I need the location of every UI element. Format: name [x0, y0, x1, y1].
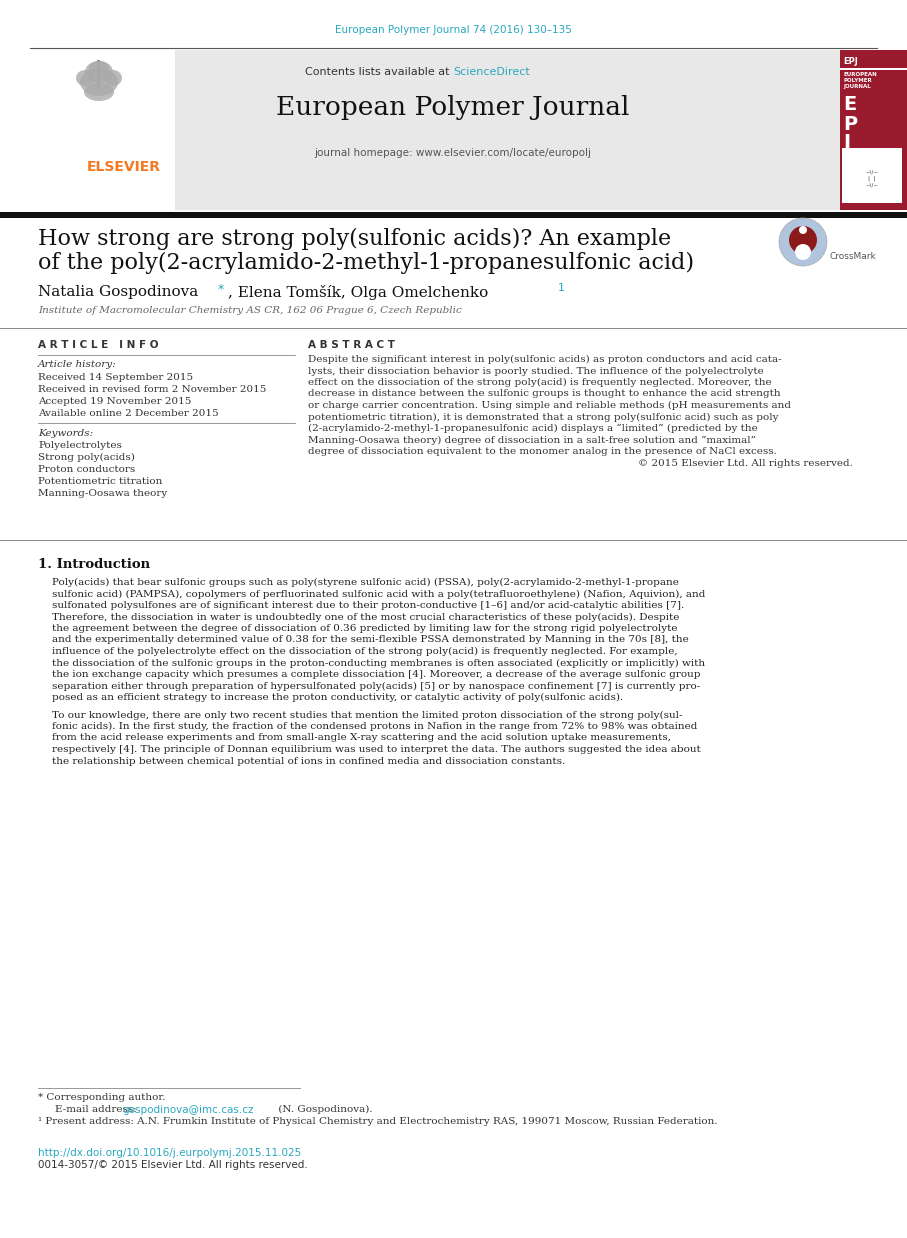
Bar: [842, 149, 902, 203]
Text: How strong are strong poly(sulfonic acids)? An example: How strong are strong poly(sulfonic acid…: [38, 228, 671, 250]
Text: Institute of Macromolecular Chemistry AS CR, 162 06 Prague 6, Czech Republic: Institute of Macromolecular Chemistry AS…: [38, 306, 462, 314]
Circle shape: [789, 227, 817, 254]
Text: Available online 2 December 2015: Available online 2 December 2015: [38, 409, 219, 418]
Text: effect on the dissociation of the strong poly(acid) is frequently neglected. Mor: effect on the dissociation of the strong…: [308, 378, 772, 387]
Text: *: *: [218, 284, 224, 296]
Bar: [840, 68, 907, 69]
Text: gospodinova@imc.cas.cz: gospodinova@imc.cas.cz: [122, 1106, 253, 1115]
Text: To our knowledge, there are only two recent studies that mention the limited pro: To our knowledge, there are only two rec…: [52, 711, 682, 719]
Bar: [0, 50, 175, 210]
Text: , Elena Tomšík, Olga Omelchenko: , Elena Tomšík, Olga Omelchenko: [228, 285, 488, 300]
Ellipse shape: [104, 71, 122, 85]
Ellipse shape: [76, 71, 94, 85]
Ellipse shape: [80, 68, 118, 97]
Text: ~\/~
|  |
~\/~: ~\/~ | | ~\/~: [865, 170, 879, 187]
Ellipse shape: [89, 61, 109, 76]
Text: Article history:: Article history:: [38, 360, 117, 369]
Ellipse shape: [85, 61, 113, 83]
Text: Proton conductors: Proton conductors: [38, 465, 135, 474]
Bar: [840, 50, 907, 210]
Text: (2-acrylamido-2-methyl-1-propanesulfonic acid) displays a “limited” (predicted b: (2-acrylamido-2-methyl-1-propanesulfonic…: [308, 423, 757, 433]
Text: Manning-Oosawa theory) degree of dissociation in a salt-free solution and “maxim: Manning-Oosawa theory) degree of dissoci…: [308, 436, 756, 444]
Text: ELSEVIER: ELSEVIER: [87, 160, 161, 175]
Text: A B S T R A C T: A B S T R A C T: [308, 340, 395, 350]
Text: European Polymer Journal 74 (2016) 130–135: European Polymer Journal 74 (2016) 130–1…: [335, 25, 571, 35]
Text: the ion exchange capacity which presumes a complete dissociation [4]. Moreover, : the ion exchange capacity which presumes…: [52, 670, 700, 678]
Text: P: P: [843, 115, 857, 134]
Text: E-mail address:: E-mail address:: [55, 1106, 137, 1114]
Text: Received 14 September 2015: Received 14 September 2015: [38, 373, 193, 383]
Text: the dissociation of the sulfonic groups in the proton-conducting membranes is of: the dissociation of the sulfonic groups …: [52, 659, 705, 667]
Text: decrease in distance between the sulfonic groups is thought to enhance the acid : decrease in distance between the sulfoni…: [308, 390, 781, 399]
Text: posed as an efficient strategy to increase the proton conductivity, or catalytic: posed as an efficient strategy to increa…: [52, 693, 623, 702]
Text: http://dx.doi.org/10.1016/j.eurpolymj.2015.11.025: http://dx.doi.org/10.1016/j.eurpolymj.20…: [38, 1148, 301, 1158]
Text: Accepted 19 November 2015: Accepted 19 November 2015: [38, 397, 191, 406]
Text: sulfonated polysulfones are of significant interest due to their proton-conducti: sulfonated polysulfones are of significa…: [52, 600, 684, 610]
Text: Manning-Oosawa theory: Manning-Oosawa theory: [38, 489, 167, 498]
Text: 1: 1: [558, 284, 565, 293]
Text: Received in revised form 2 November 2015: Received in revised form 2 November 2015: [38, 385, 267, 394]
Text: separation either through preparation of hypersulfonated poly(acids) [5] or by n: separation either through preparation of…: [52, 681, 700, 691]
Text: ScienceDirect: ScienceDirect: [453, 67, 530, 77]
Text: Strong poly(acids): Strong poly(acids): [38, 453, 135, 462]
Text: sulfonic acid) (PAMPSA), copolymers of perfluorinated sulfonic acid with a poly(: sulfonic acid) (PAMPSA), copolymers of p…: [52, 589, 706, 599]
Text: 1. Introduction: 1. Introduction: [38, 558, 151, 571]
Text: * Corresponding author.: * Corresponding author.: [38, 1093, 165, 1102]
Text: of the poly(2-acrylamido-2-methyl-1-propanesulfonic acid): of the poly(2-acrylamido-2-methyl-1-prop…: [38, 253, 694, 274]
Text: Polyelectrolytes: Polyelectrolytes: [38, 441, 122, 449]
Circle shape: [795, 244, 811, 260]
Text: A R T I C L E   I N F O: A R T I C L E I N F O: [38, 340, 159, 350]
Ellipse shape: [84, 83, 114, 102]
Text: degree of dissociation equivalent to the monomer analog in the presence of NaCl : degree of dissociation equivalent to the…: [308, 447, 777, 456]
Text: ¹ Present address: A.N. Frumkin Institute of Physical Chemistry and Electrochemi: ¹ Present address: A.N. Frumkin Institut…: [38, 1117, 717, 1127]
Text: J: J: [843, 132, 850, 152]
Text: Despite the significant interest in poly(sulfonic acids) as proton conductors an: Despite the significant interest in poly…: [308, 355, 782, 364]
Bar: [97, 59, 100, 90]
Text: EPJ: EPJ: [843, 57, 858, 66]
Circle shape: [799, 227, 807, 234]
Text: Natalia Gospodinova: Natalia Gospodinova: [38, 285, 199, 300]
Text: the relationship between chemical potential of ions in confined media and dissoc: the relationship between chemical potent…: [52, 756, 565, 765]
Text: Contents lists available at: Contents lists available at: [305, 67, 453, 77]
Text: fonic acids). In the first study, the fraction of the condensed protons in Nafio: fonic acids). In the first study, the fr…: [52, 722, 697, 732]
Text: potentiometric titration), it is demonstrated that a strong poly(sulfonic acid) : potentiometric titration), it is demonst…: [308, 412, 778, 422]
Text: © 2015 Elsevier Ltd. All rights reserved.: © 2015 Elsevier Ltd. All rights reserved…: [639, 458, 853, 468]
Text: journal homepage: www.elsevier.com/locate/europolj: journal homepage: www.elsevier.com/locat…: [315, 149, 591, 158]
Bar: [0, 50, 907, 210]
Text: respectively [4]. The principle of Donnan equilibrium was used to interpret the : respectively [4]. The principle of Donna…: [52, 745, 701, 754]
Text: EUROPEAN
POLYMER
JOURNAL: EUROPEAN POLYMER JOURNAL: [843, 72, 877, 89]
Bar: [0, 212, 907, 218]
Circle shape: [779, 218, 827, 266]
Text: Poly(acids) that bear sulfonic groups such as poly(styrene sulfonic acid) (PSSA): Poly(acids) that bear sulfonic groups su…: [52, 578, 678, 587]
Text: influence of the polyelectrolyte effect on the dissociation of the strong poly(a: influence of the polyelectrolyte effect …: [52, 647, 678, 656]
Text: Therefore, the dissociation in water is undoubtedly one of the most crucial char: Therefore, the dissociation in water is …: [52, 613, 679, 621]
Text: CrossMark: CrossMark: [830, 253, 877, 261]
Text: Potentiometric titration: Potentiometric titration: [38, 477, 162, 487]
Text: E: E: [843, 95, 856, 114]
Text: European Polymer Journal: European Polymer Journal: [277, 95, 629, 120]
Text: the agreement between the degree of dissociation of 0.36 predicted by limiting l: the agreement between the degree of diss…: [52, 624, 678, 633]
Text: Keywords:: Keywords:: [38, 430, 93, 438]
Text: from the acid release experiments and from small-angle X-ray scattering and the : from the acid release experiments and fr…: [52, 733, 671, 743]
Text: 0014-3057/© 2015 Elsevier Ltd. All rights reserved.: 0014-3057/© 2015 Elsevier Ltd. All right…: [38, 1160, 307, 1170]
Text: and the experimentally determined value of 0.38 for the semi-flexible PSSA demon: and the experimentally determined value …: [52, 635, 688, 645]
Text: or charge carrier concentration. Using simple and reliable methods (pH measureme: or charge carrier concentration. Using s…: [308, 401, 791, 410]
Text: lysts, their dissociation behavior is poorly studied. The influence of the polye: lysts, their dissociation behavior is po…: [308, 366, 764, 375]
Text: (N. Gospodinova).: (N. Gospodinova).: [275, 1106, 373, 1114]
